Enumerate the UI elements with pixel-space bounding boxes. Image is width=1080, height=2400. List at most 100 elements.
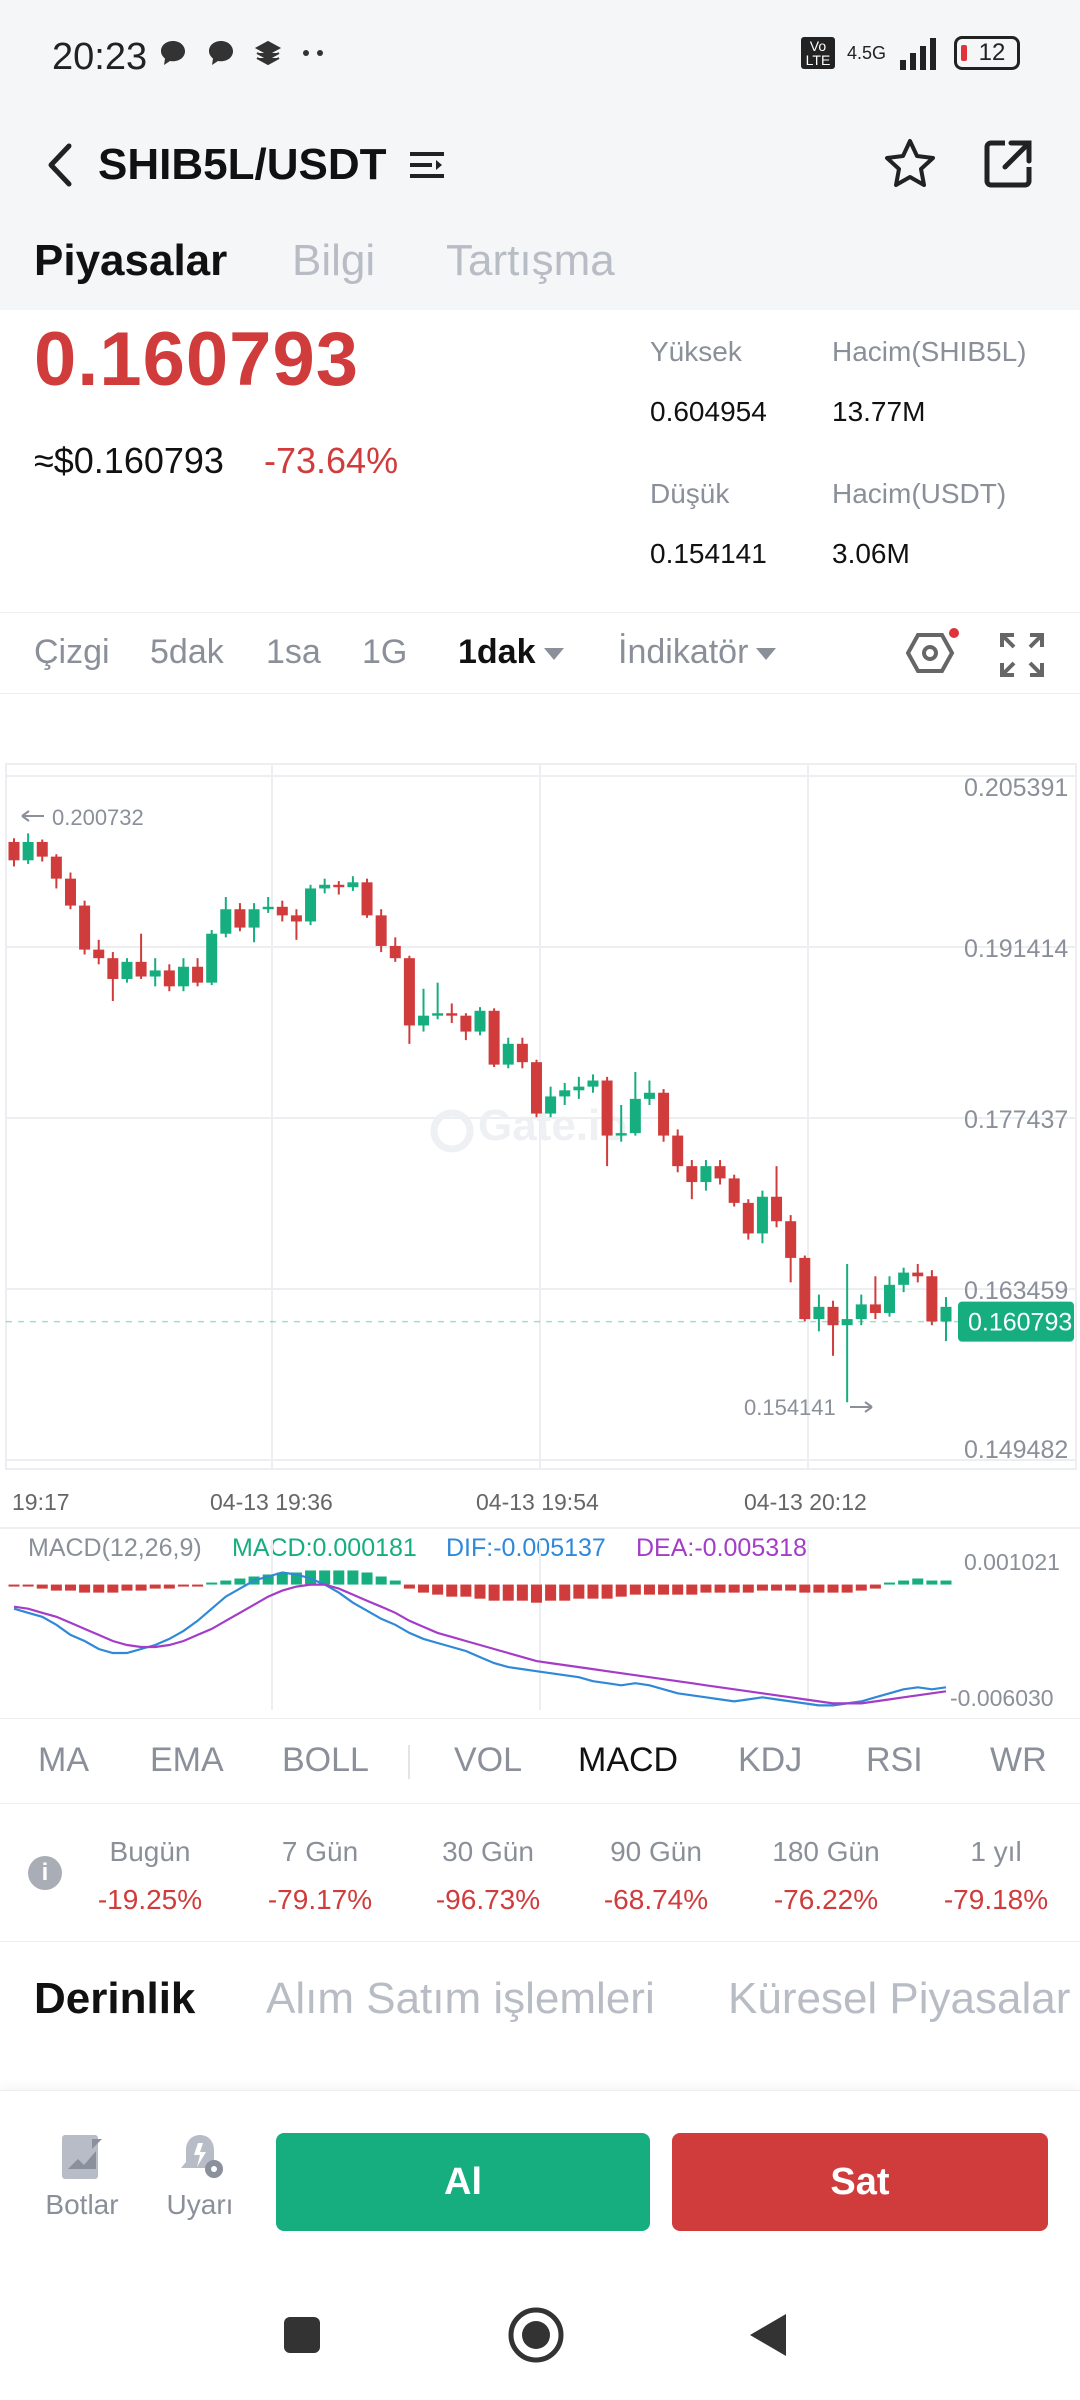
tab-bilgi[interactable]: Bilgi — [292, 236, 376, 285]
candle[interactable] — [474, 1010, 486, 1032]
candle[interactable] — [714, 1166, 726, 1179]
ind-vol[interactable]: VOL — [454, 1741, 523, 1779]
candle[interactable] — [516, 1043, 528, 1063]
candle[interactable] — [206, 933, 218, 983]
candle[interactable] — [22, 841, 34, 861]
candle[interactable] — [36, 841, 48, 857]
candle[interactable] — [756, 1196, 768, 1234]
back-nav-button[interactable] — [728, 2300, 808, 2370]
candle[interactable] — [940, 1306, 952, 1322]
candle[interactable] — [361, 882, 373, 916]
candle[interactable] — [827, 1306, 839, 1326]
tf-1d[interactable]: 1G — [362, 633, 408, 671]
candle[interactable] — [686, 1166, 698, 1183]
candle[interactable] — [305, 888, 317, 922]
ind-boll[interactable]: BOLL — [282, 1741, 369, 1779]
candle[interactable] — [672, 1135, 684, 1167]
candle[interactable] — [502, 1043, 514, 1065]
candle[interactable] — [460, 1015, 472, 1032]
back-button[interactable] — [30, 130, 90, 200]
candle[interactable] — [813, 1306, 825, 1320]
pair-title[interactable]: SHIB5L/USDT — [98, 140, 387, 189]
candle[interactable] — [643, 1092, 655, 1099]
candle[interactable] — [841, 1319, 853, 1326]
tf-1h[interactable]: 1sa — [266, 633, 321, 671]
candle[interactable] — [50, 856, 62, 879]
favorite-button[interactable] — [878, 124, 942, 204]
candle[interactable] — [177, 966, 189, 987]
candle[interactable] — [107, 958, 119, 979]
recents-button[interactable] — [262, 2300, 342, 2370]
candle[interactable] — [79, 905, 91, 950]
candle[interactable] — [121, 961, 133, 979]
tab-tartisma[interactable]: Tartışma — [446, 236, 615, 285]
ind-rsi[interactable]: RSI — [866, 1741, 923, 1779]
pair-switch-button[interactable] — [402, 130, 452, 200]
candle[interactable] — [615, 1133, 627, 1136]
candle[interactable] — [234, 909, 246, 928]
tab-trades[interactable]: Alım Satım işlemleri — [266, 1974, 655, 2023]
candle[interactable] — [8, 841, 20, 861]
candle[interactable] — [799, 1257, 811, 1320]
candle[interactable] — [248, 909, 260, 928]
candle[interactable] — [530, 1062, 542, 1114]
ind-ma[interactable]: MA — [38, 1741, 89, 1779]
sell-button[interactable]: Sat — [672, 2133, 1048, 2231]
tf-line[interactable]: Çizgi — [34, 633, 110, 671]
candle[interactable] — [163, 970, 175, 987]
candle[interactable] — [742, 1202, 754, 1234]
bots-button[interactable]: Botlar — [32, 2131, 132, 2221]
ind-macd[interactable]: MACD — [578, 1741, 679, 1779]
candle[interactable] — [869, 1304, 881, 1313]
candle[interactable] — [403, 958, 415, 1026]
candle[interactable] — [700, 1166, 712, 1183]
tab-global-markets[interactable]: Küresel Piyasalar — [728, 1974, 1071, 2023]
candle[interactable] — [884, 1284, 896, 1313]
candle[interactable] — [488, 1010, 500, 1065]
candle[interactable] — [446, 1013, 458, 1016]
fullscreen-button[interactable] — [992, 627, 1052, 683]
info-icon[interactable]: i — [28, 1856, 62, 1890]
candle[interactable] — [333, 884, 345, 888]
chart-settings-button[interactable] — [902, 627, 962, 683]
buy-button[interactable]: Al — [276, 2133, 650, 2231]
candle[interactable] — [587, 1080, 599, 1087]
tab-depth[interactable]: Derinlik — [34, 1974, 196, 2023]
candle[interactable] — [375, 915, 387, 946]
tf-5m[interactable]: 5dak — [150, 633, 224, 671]
candle[interactable] — [64, 878, 76, 906]
candle[interactable] — [912, 1272, 924, 1277]
candle[interactable] — [192, 966, 204, 983]
candle[interactable] — [559, 1090, 571, 1097]
candlestick-chart[interactable]: 0.205391 0.191414 0.177437 0.163459 0.149482… — [0, 694, 1080, 1714]
tf-1m-dropdown[interactable]: 1dak — [458, 633, 564, 672]
candle[interactable] — [601, 1080, 613, 1136]
price-chart[interactable]: 0.205391 0.191414 0.177437 0.163459 0.149482… — [0, 694, 1080, 1714]
ind-wr[interactable]: WR — [990, 1741, 1047, 1779]
candle[interactable] — [149, 970, 161, 977]
indicator-dropdown[interactable]: İndikatör — [618, 633, 777, 672]
candle[interactable] — [658, 1092, 670, 1136]
home-button[interactable] — [496, 2300, 576, 2370]
candle[interactable] — [926, 1276, 938, 1322]
candle[interactable] — [135, 961, 147, 977]
candle[interactable] — [347, 882, 359, 888]
candle[interactable] — [573, 1086, 585, 1091]
candle[interactable] — [418, 1015, 430, 1026]
candle[interactable] — [432, 1013, 444, 1016]
candle[interactable] — [319, 884, 331, 889]
ind-kdj[interactable]: KDJ — [738, 1741, 803, 1779]
candle[interactable] — [389, 945, 401, 959]
candle[interactable] — [898, 1272, 910, 1285]
candle[interactable] — [220, 909, 232, 934]
candle[interactable] — [785, 1221, 797, 1258]
ind-ema[interactable]: EMA — [150, 1741, 224, 1779]
candle[interactable] — [276, 906, 288, 916]
candle[interactable] — [771, 1196, 783, 1222]
candle[interactable] — [728, 1178, 740, 1203]
alerts-button[interactable]: Uyarı — [150, 2131, 250, 2221]
candle[interactable] — [290, 915, 302, 922]
tab-piyasalar[interactable]: Piyasalar — [34, 236, 228, 285]
candle[interactable] — [93, 949, 105, 959]
candle[interactable] — [262, 906, 274, 910]
